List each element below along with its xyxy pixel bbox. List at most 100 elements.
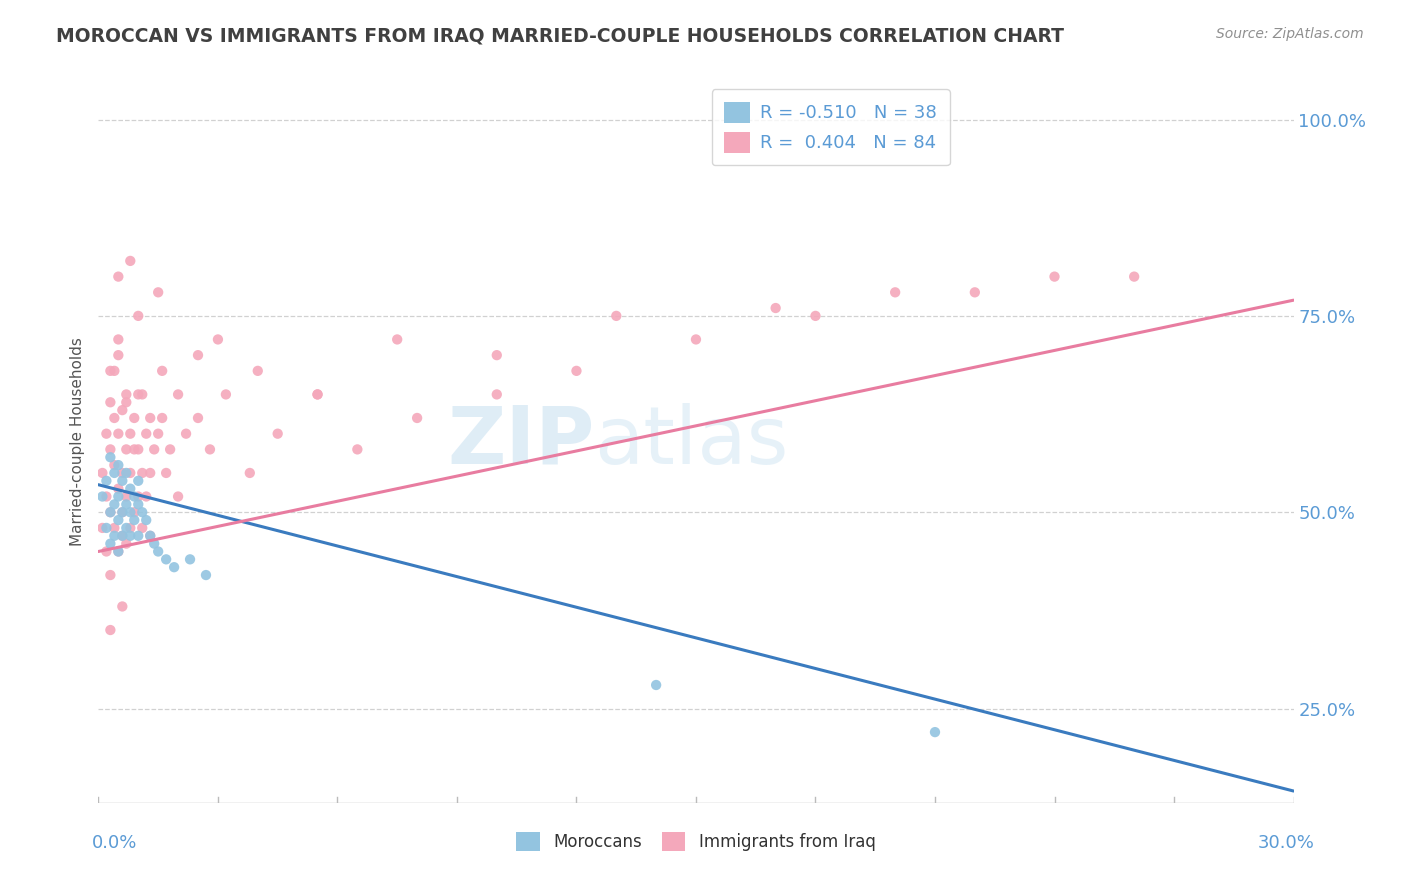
Point — [307, 387, 329, 401]
Point — [103, 529, 125, 543]
Point — [605, 309, 627, 323]
Text: Source: ZipAtlas.com: Source: ZipAtlas.com — [1216, 27, 1364, 41]
Point — [111, 505, 134, 519]
Point — [124, 490, 146, 504]
Point — [139, 529, 162, 543]
Point — [115, 490, 138, 504]
Text: 30.0%: 30.0% — [1258, 834, 1315, 852]
Point — [103, 364, 125, 378]
Point — [135, 426, 157, 441]
Point — [406, 411, 429, 425]
Point — [111, 529, 134, 543]
Point — [115, 442, 138, 457]
Point — [131, 505, 153, 519]
Point — [685, 333, 707, 347]
Point — [963, 285, 986, 300]
Point — [155, 552, 177, 566]
Point — [239, 466, 262, 480]
Point — [120, 426, 142, 441]
Point — [346, 442, 368, 457]
Point — [131, 521, 153, 535]
Point — [96, 490, 118, 504]
Point — [127, 490, 149, 504]
Point — [120, 529, 142, 543]
Point — [307, 387, 329, 401]
Point — [98, 364, 122, 378]
Point — [98, 395, 122, 409]
Point — [127, 497, 149, 511]
Point — [107, 426, 129, 441]
Point — [124, 442, 146, 457]
Point — [115, 536, 138, 550]
Point — [120, 521, 142, 535]
Point — [207, 333, 229, 347]
Point — [120, 466, 142, 480]
Point — [91, 521, 114, 535]
Point — [98, 505, 122, 519]
Point — [765, 301, 787, 315]
Point — [385, 333, 409, 347]
Point — [103, 521, 125, 535]
Point — [198, 442, 221, 457]
Point — [167, 490, 190, 504]
Point — [98, 450, 122, 465]
Text: ZIP: ZIP — [447, 402, 595, 481]
Point — [107, 348, 129, 362]
Point — [111, 403, 134, 417]
Point — [107, 482, 129, 496]
Text: 0.0%: 0.0% — [91, 834, 136, 852]
Point — [127, 529, 149, 543]
Point — [139, 466, 162, 480]
Point — [127, 309, 149, 323]
Point — [485, 348, 508, 362]
Point — [485, 387, 508, 401]
Point — [127, 474, 149, 488]
Point — [120, 505, 142, 519]
Point — [115, 395, 138, 409]
Point — [98, 505, 122, 519]
Point — [215, 387, 238, 401]
Point — [107, 544, 129, 558]
Point — [98, 623, 122, 637]
Point — [107, 269, 129, 284]
Point — [96, 544, 118, 558]
Text: atlas: atlas — [595, 402, 789, 481]
Point — [148, 544, 170, 558]
Point — [143, 442, 166, 457]
Point — [163, 560, 186, 574]
Point — [98, 536, 122, 550]
Point — [111, 599, 134, 614]
Point — [103, 458, 125, 472]
Point — [98, 442, 122, 457]
Point — [148, 426, 170, 441]
Point — [645, 678, 668, 692]
Point — [115, 387, 138, 401]
Point — [120, 254, 142, 268]
Point — [115, 466, 138, 480]
Point — [96, 521, 118, 535]
Point — [107, 333, 129, 347]
Point — [1123, 269, 1146, 284]
Point — [159, 442, 181, 457]
Point — [246, 364, 269, 378]
Point — [98, 568, 122, 582]
Point — [179, 552, 201, 566]
Point — [150, 411, 173, 425]
Point — [187, 348, 209, 362]
Point — [267, 426, 290, 441]
Point — [120, 482, 142, 496]
Point — [115, 497, 138, 511]
Point — [131, 466, 153, 480]
Point — [107, 544, 129, 558]
Point — [124, 411, 146, 425]
Point — [103, 411, 125, 425]
Point — [107, 458, 129, 472]
Point — [111, 505, 134, 519]
Point — [131, 387, 153, 401]
Point — [135, 490, 157, 504]
Point — [884, 285, 907, 300]
Point — [111, 474, 134, 488]
Point — [115, 521, 138, 535]
Point — [804, 309, 827, 323]
Point — [107, 490, 129, 504]
